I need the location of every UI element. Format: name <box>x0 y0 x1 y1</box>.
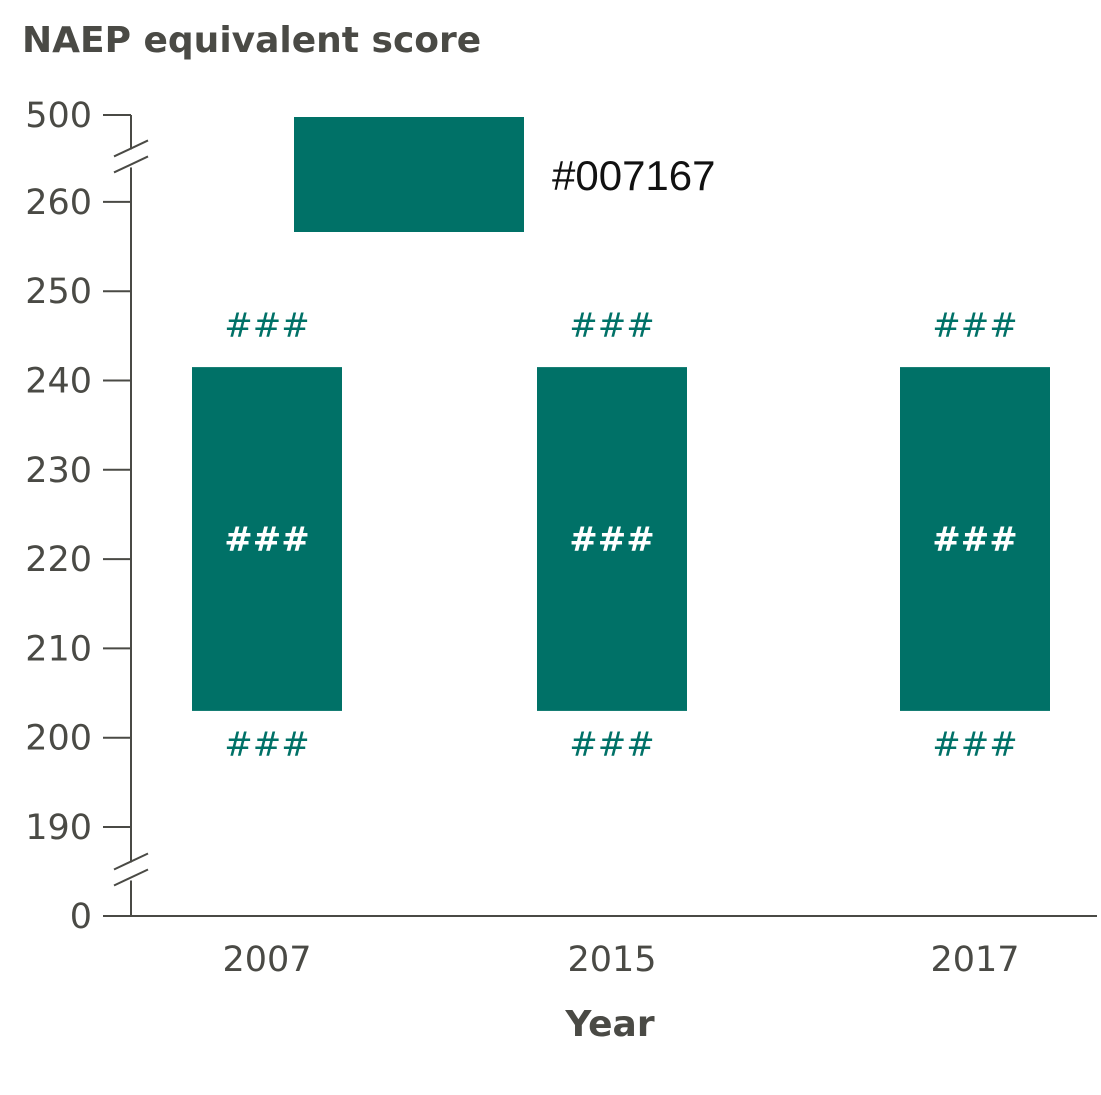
bar-2015 <box>537 367 687 711</box>
axis-break-mark <box>113 868 149 887</box>
x-tick-label-2007: 2007 <box>222 940 311 980</box>
axes <box>109 115 1097 917</box>
axis-break-mark <box>113 139 149 158</box>
legend-label: #007167 <box>552 152 716 199</box>
y-tick-label-200: 200 <box>25 719 92 759</box>
y-tick-label-240: 240 <box>25 362 92 402</box>
bar-upper-label-2007: ### <box>224 306 309 346</box>
y-tick-label-210: 210 <box>25 629 92 669</box>
x-axis-title: Year <box>564 1004 654 1045</box>
y-tick-label-260: 260 <box>25 183 92 223</box>
legend-swatch <box>294 117 524 232</box>
x-tick-label-2015: 2015 <box>567 940 656 980</box>
bar-middle-label-2015: ### <box>569 520 654 560</box>
bar-upper-label-2015: ### <box>569 306 654 346</box>
y-tick-label-230: 230 <box>25 451 92 491</box>
legend: #007167 <box>294 117 716 232</box>
y-tick-label-220: 220 <box>25 540 92 580</box>
bar-labels: ### ### ### ### ### ### ### ### ### <box>224 306 1017 765</box>
bar-lower-label-2007: ### <box>224 725 309 765</box>
axis-break-mark <box>113 852 149 871</box>
x-tick-label-2017: 2017 <box>930 940 1019 980</box>
bar-middle-label-2017: ### <box>932 520 1017 560</box>
x-axis-ticks: 2007 2015 2017 <box>222 940 1019 980</box>
bar-2007 <box>192 367 342 711</box>
y-tick-label-190: 190 <box>25 808 92 848</box>
y-axis-ticks: 0 190 200 210 220 230 240 250 260 500 <box>25 96 131 937</box>
bar-lower-label-2017: ### <box>932 725 1017 765</box>
y-tick-label-250: 250 <box>25 272 92 312</box>
y-tick-label-0: 0 <box>70 897 92 937</box>
bars <box>192 367 1050 711</box>
bar-lower-label-2015: ### <box>569 725 654 765</box>
bar-upper-label-2017: ### <box>932 306 1017 346</box>
chart-title: NAEP equivalent score <box>22 20 481 61</box>
bar-2017 <box>900 367 1050 711</box>
axis-break-mark <box>113 155 149 174</box>
bar-middle-label-2007: ### <box>224 520 309 560</box>
y-tick-label-500: 500 <box>25 96 92 136</box>
